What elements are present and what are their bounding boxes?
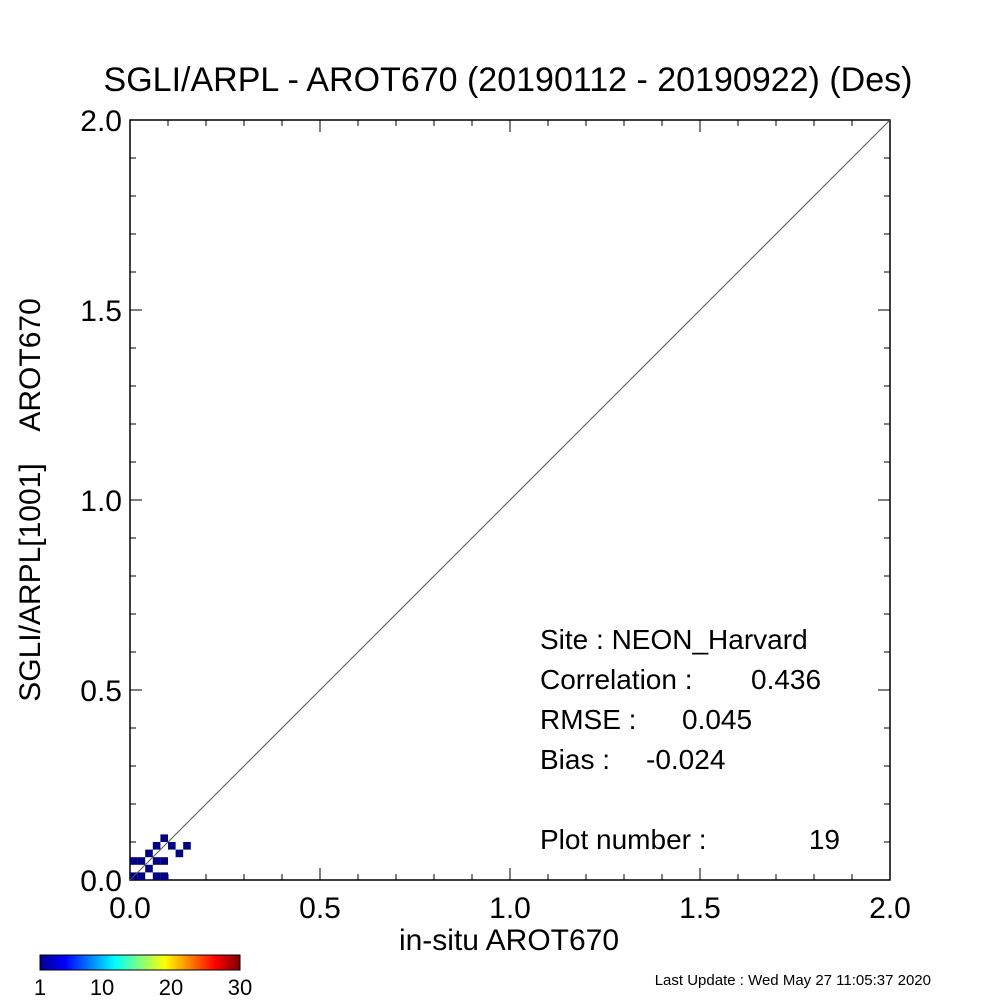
y-axis-label: SGLI/ARPL[1001] AROT670 [14,298,47,702]
y-tick-label: 1.0 [80,485,122,518]
density-cell [152,872,161,880]
density-cell [145,864,153,873]
stats-plot-number-value: 19 [809,824,840,855]
y-tick-label: 2.0 [80,105,122,138]
stats-correlation-label: Correlation : [540,664,693,695]
y-tick-label: 0.5 [80,675,122,708]
density-cells [130,834,191,880]
stats-rmse-value: 0.045 [682,704,752,735]
y-tick-label: 0.0 [80,865,122,898]
stats-rmse-label: RMSE : [540,704,636,735]
last-update: Last Update : Wed May 27 11:05:37 2020 [655,972,931,989]
stats-bias-value: -0.024 [646,744,725,775]
stats-site: Site : NEON_Harvard [540,624,808,655]
density-cell [175,849,184,858]
x-tick-label: 1.0 [489,892,531,925]
density-cell [168,842,176,850]
density-cell [137,857,146,865]
y-tick-label: 1.5 [80,295,122,328]
stats-block: Site : NEON_Harvard Correlation : 0.436 … [540,624,840,855]
density-cell [160,834,168,842]
density-cell [145,849,153,858]
tick-labels: 0.0 0.5 1.0 1.5 2.0 0.0 0.5 1.0 1.5 2.0 [80,105,911,925]
colorbar-ticks: 1 10 20 30 [34,975,252,1000]
colorbar-tick-label: 1 [34,975,46,1000]
stats-bias-label: Bias : [540,744,610,775]
x-axis-label: in-situ AROT670 [399,924,619,957]
x-tick-label: 2.0 [869,892,911,925]
density-cell [160,872,168,880]
x-tick-label: 1.5 [679,892,721,925]
axis-ticks [129,119,891,881]
density-cell [160,857,168,865]
colorbar-tick-label: 10 [90,975,114,1000]
density-cell [152,857,161,865]
stats-correlation-value: 0.436 [751,664,821,695]
density-cell [130,857,138,865]
x-tick-label: 0.0 [109,892,151,925]
density-cell [137,872,146,880]
x-tick-label: 0.5 [299,892,341,925]
chart-title: SGLI/ARPL - AROT670 (20190112 - 20190922… [104,61,913,99]
colorbar-tick-label: 20 [159,975,183,1000]
stats-plot-number-label: Plot number : [540,824,707,855]
one-to-one-line [129,119,891,881]
density-cell [183,842,191,850]
density-cell [152,842,161,850]
colorbar [39,954,241,971]
colorbar-tick-label: 30 [228,975,252,1000]
